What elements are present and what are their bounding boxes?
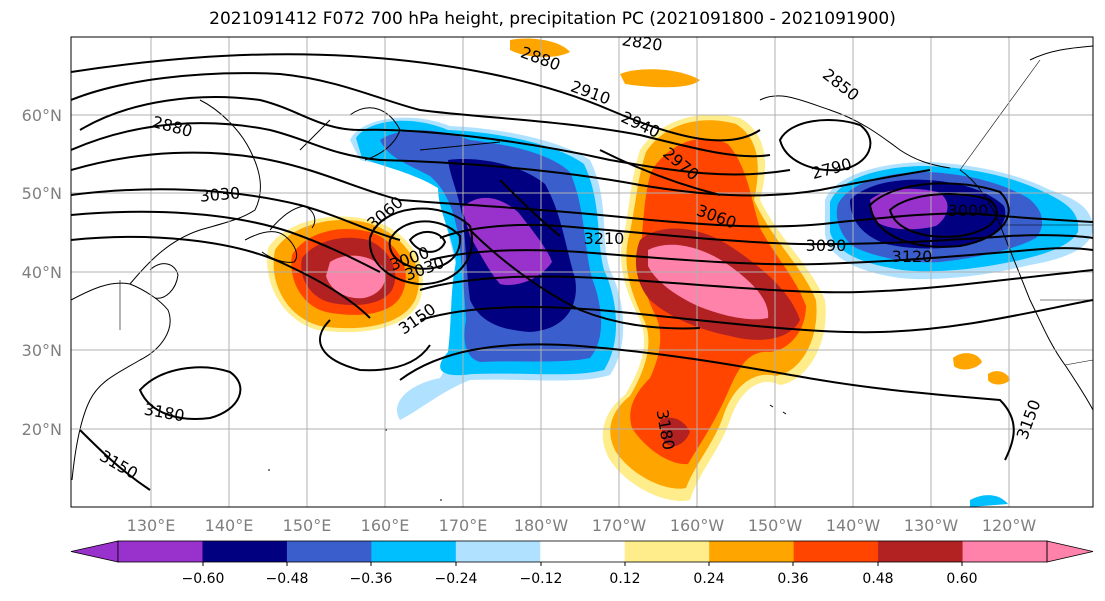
height-contour-label: 3090 <box>806 236 847 255</box>
colorbar-tick-label: 0.24 <box>693 571 724 587</box>
map-title: 2021091412 F072 700 hPa height, precipit… <box>209 9 896 29</box>
colorbar-segment <box>709 541 795 562</box>
precip-anomaly-positive-east-pacific <box>602 114 826 501</box>
height-contours <box>71 53 1093 491</box>
precip-anomaly-small-patches <box>510 38 1010 507</box>
longitude-label: 180°W <box>514 516 569 535</box>
longitude-label: 150°E <box>283 516 332 535</box>
height-contour-label: 3210 <box>584 229 625 248</box>
colorbar-segment <box>878 541 964 562</box>
colorbar-segment <box>624 541 710 562</box>
height-contour-label: 3030 <box>199 183 241 205</box>
longitude-label: 120°W <box>982 516 1037 535</box>
latitude-label: 60°N <box>22 106 62 125</box>
colorbar-segment <box>962 541 1048 562</box>
longitude-labels: 130°E 140°E 150°E 160°E 170°E 180°W 170°W 160°W… <box>127 516 1037 535</box>
colorbar-tick-label: 0.36 <box>777 571 808 587</box>
colorbar-segment <box>286 541 372 562</box>
colorbar-tick-label: −0.48 <box>266 571 309 587</box>
map-frame <box>70 36 1094 508</box>
latitude-label: 20°N <box>22 420 62 439</box>
colorbar-segment <box>455 541 541 562</box>
longitude-label: 170°E <box>439 516 488 535</box>
colorbar-tick-label: 0.48 <box>862 571 893 587</box>
colorbar-segment <box>202 541 288 562</box>
colorbar-tick-label: −0.24 <box>435 571 478 587</box>
precip-anomaly-positive-japan <box>267 216 423 333</box>
colorbar-tick-label: −0.12 <box>520 571 563 587</box>
longitude-label: 140°W <box>826 516 881 535</box>
longitude-label: 130°W <box>904 516 959 535</box>
colorbar-tick-label: −0.36 <box>350 571 393 587</box>
latitude-labels: 60°N 50°N 40°N 30°N 20°N <box>22 106 62 439</box>
colorbar-tick-label: 0.60 <box>946 571 977 587</box>
colorbar-segment <box>371 541 457 562</box>
colorbar-segment <box>793 541 879 562</box>
longitude-label: 140°E <box>205 516 254 535</box>
colorbar-extend-max <box>1046 540 1094 563</box>
height-contour-label: 3120 <box>892 247 933 266</box>
height-contour-label: 2820 <box>621 30 664 54</box>
longitude-label: 130°E <box>127 516 176 535</box>
latitude-label: 30°N <box>22 341 62 360</box>
latitude-label: 40°N <box>22 263 62 282</box>
longitude-label: 170°W <box>592 516 647 535</box>
colorbar-tick-label: 0.12 <box>609 571 640 587</box>
latitude-label: 50°N <box>22 184 62 203</box>
height-contour-label: 3000 <box>948 201 989 220</box>
colorbar-tick-label: −0.60 <box>182 571 225 587</box>
colorbar-segment <box>540 541 626 562</box>
longitude-label: 160°W <box>670 516 725 535</box>
longitude-label: 150°W <box>748 516 803 535</box>
longitude-label: 160°E <box>361 516 410 535</box>
colorbar-segment <box>118 541 203 562</box>
colorbar-extend-min <box>70 540 119 563</box>
colorbar: −0.60 −0.48 −0.36 −0.24 −0.12 0.12 0.24 0.36 0.4… <box>70 540 1094 587</box>
